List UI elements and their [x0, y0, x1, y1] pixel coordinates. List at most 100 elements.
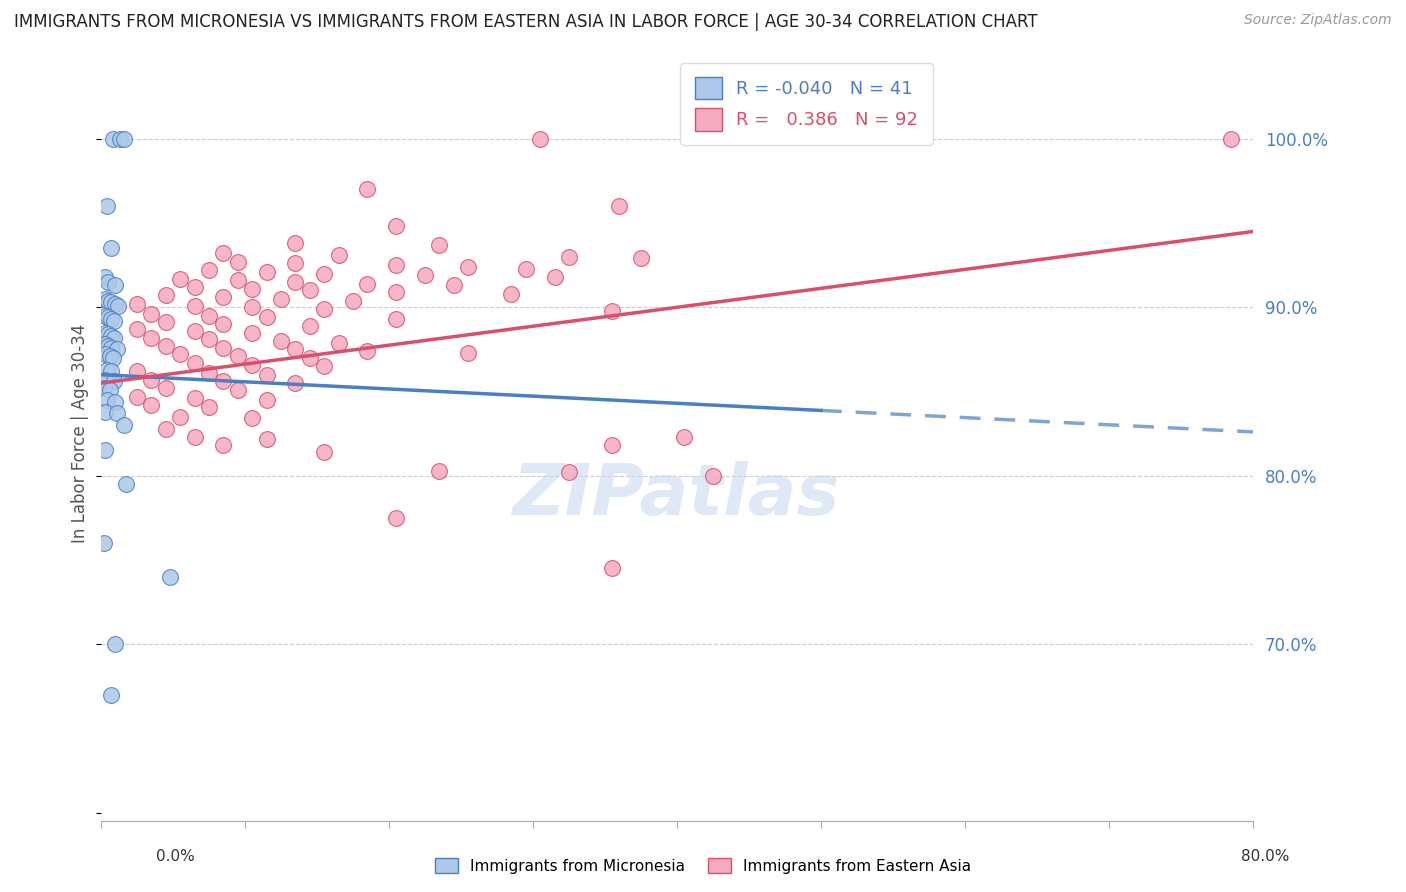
Point	[284, 256, 307, 270]
Point	[240, 282, 263, 296]
Point	[673, 430, 696, 444]
Point	[100, 295, 122, 310]
Point	[100, 312, 122, 326]
Point	[328, 335, 350, 350]
Point	[94, 270, 117, 285]
Point	[457, 345, 479, 359]
Point	[256, 432, 278, 446]
Text: 0.0%: 0.0%	[156, 849, 195, 863]
Point	[529, 132, 551, 146]
Point	[100, 364, 122, 378]
Point	[702, 468, 724, 483]
Point	[240, 326, 263, 340]
Text: ZIPatlas: ZIPatlas	[513, 461, 841, 530]
Point	[96, 199, 118, 213]
Point	[385, 312, 408, 326]
Point	[183, 391, 205, 405]
Point	[169, 271, 191, 285]
Point	[125, 390, 148, 404]
Point	[501, 286, 523, 301]
Point	[543, 270, 565, 285]
Point	[314, 445, 336, 459]
Point	[104, 394, 127, 409]
Point	[97, 293, 120, 308]
Point	[600, 438, 623, 452]
Point	[356, 182, 378, 196]
Point	[356, 344, 378, 359]
Point	[226, 255, 249, 269]
Point	[198, 400, 221, 414]
Point	[93, 381, 115, 395]
Y-axis label: In Labor Force | Age 30-34: In Labor Force | Age 30-34	[72, 324, 89, 543]
Point	[429, 464, 451, 478]
Point	[93, 536, 115, 550]
Point	[94, 326, 117, 340]
Point	[385, 285, 408, 299]
Point	[97, 310, 120, 325]
Point	[198, 332, 221, 346]
Point	[100, 688, 122, 702]
Point	[314, 267, 336, 281]
Point	[155, 381, 177, 395]
Point	[112, 132, 135, 146]
Point	[155, 288, 177, 302]
Point	[97, 327, 120, 342]
Point	[94, 337, 117, 351]
Point	[212, 246, 235, 260]
Point	[105, 406, 128, 420]
Text: 80.0%: 80.0%	[1241, 849, 1289, 863]
Point	[457, 260, 479, 274]
Point	[101, 351, 124, 365]
Point	[515, 261, 537, 276]
Point	[314, 359, 336, 374]
Point	[141, 398, 163, 412]
Point	[284, 343, 307, 357]
Point	[183, 356, 205, 370]
Point	[183, 280, 205, 294]
Point	[198, 263, 221, 277]
Point	[105, 343, 128, 357]
Point	[298, 351, 321, 365]
Point	[212, 375, 235, 389]
Point	[94, 405, 117, 419]
Point	[141, 373, 163, 387]
Point	[256, 392, 278, 407]
Point	[385, 219, 408, 234]
Point	[226, 383, 249, 397]
Point	[385, 511, 408, 525]
Point	[100, 341, 122, 355]
Point	[141, 330, 163, 344]
Point	[125, 297, 148, 311]
Point	[240, 300, 263, 314]
Point	[256, 265, 278, 279]
Point	[183, 430, 205, 444]
Point	[103, 330, 125, 344]
Point	[112, 418, 135, 433]
Point	[413, 268, 436, 283]
Point	[141, 307, 163, 321]
Point	[284, 275, 307, 289]
Point	[558, 466, 581, 480]
Point	[314, 301, 336, 316]
Point	[155, 339, 177, 353]
Point	[270, 292, 292, 306]
Point	[94, 292, 117, 306]
Point	[94, 309, 117, 323]
Point	[108, 132, 131, 146]
Point	[159, 570, 181, 584]
Point	[104, 297, 127, 311]
Point	[212, 317, 235, 331]
Point	[240, 358, 263, 372]
Point	[104, 637, 127, 651]
Point	[1220, 132, 1243, 146]
Point	[155, 315, 177, 329]
Point	[212, 438, 235, 452]
Point	[600, 303, 623, 318]
Point	[94, 373, 117, 387]
Point	[183, 324, 205, 338]
Point	[609, 199, 631, 213]
Point	[558, 250, 581, 264]
Point	[356, 277, 378, 291]
Point	[212, 341, 235, 355]
Point	[96, 362, 118, 376]
